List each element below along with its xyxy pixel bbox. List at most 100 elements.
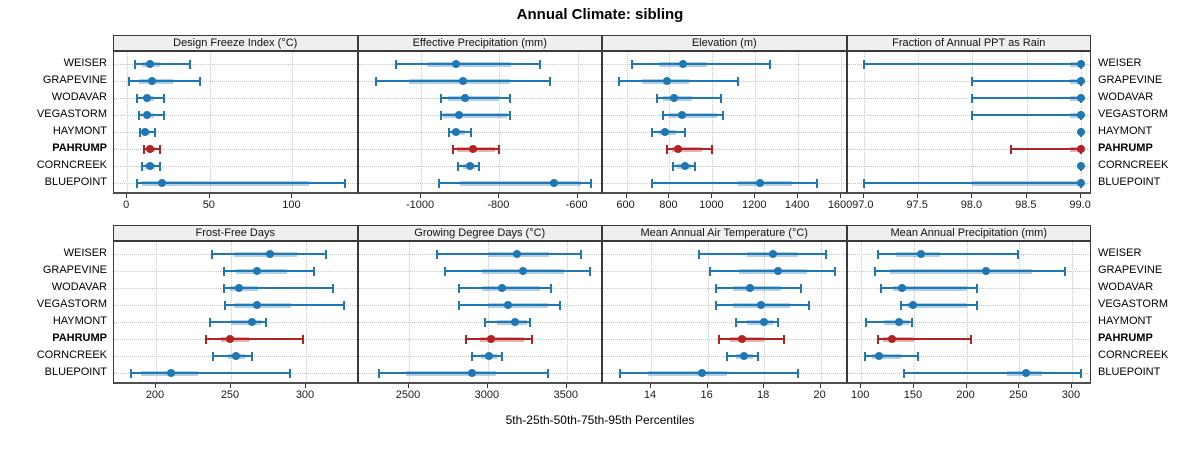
row-label-right: WODAVAR	[1098, 90, 1154, 103]
whisker-line	[465, 338, 532, 340]
row-label-left: GRAPEVINE	[42, 263, 107, 276]
panel-plot	[846, 241, 1091, 384]
whisker-cap-low	[666, 144, 669, 154]
row-label-right: CORNCREEK	[1098, 348, 1169, 361]
whisker-cap-low	[456, 161, 459, 171]
panel-header: Frost-Free Days	[113, 225, 358, 241]
tick-label: 20	[813, 389, 826, 401]
median-dot	[146, 162, 155, 170]
whisker-cap-low	[971, 76, 974, 86]
median-dot	[887, 335, 896, 343]
median-dot	[1077, 179, 1086, 187]
row-label-left: PAHRUMP	[52, 331, 107, 344]
median-dot	[141, 128, 150, 136]
row-label-right: WEISER	[1098, 246, 1142, 259]
iqr-band	[229, 285, 258, 291]
median-dot	[452, 128, 461, 136]
whisker-cap-high	[251, 351, 253, 361]
axis-tick	[291, 194, 293, 198]
grid-line-vertical	[913, 242, 915, 382]
tick-label: 150	[903, 389, 923, 401]
panel-header: Elevation (m)	[602, 35, 847, 51]
axis-tick	[126, 194, 128, 198]
whisker-cap-high	[917, 351, 920, 361]
median-dot	[487, 335, 495, 343]
whisker-cap-low	[464, 334, 467, 344]
row-label-left: HAYMONT	[52, 314, 107, 327]
whisker-cap-low	[862, 59, 865, 69]
whisker-cap-high	[1017, 249, 1020, 259]
tick-label: 98.0	[960, 199, 983, 211]
axis-tick	[650, 384, 652, 388]
axis-tick	[498, 194, 500, 198]
median-dot	[697, 369, 706, 377]
grid-line-horizontal	[358, 322, 602, 323]
whisker-cap-high	[531, 334, 534, 344]
whisker-line	[663, 114, 724, 116]
grid-line-vertical	[577, 52, 579, 192]
grid-line-horizontal	[358, 166, 602, 167]
whisker-cap-low	[864, 351, 867, 361]
iqr-band	[889, 268, 1032, 274]
median-dot	[225, 335, 234, 343]
whisker-cap-high	[559, 300, 562, 310]
whisker-cap-high	[549, 283, 552, 293]
whisker-cap-high	[154, 127, 157, 137]
median-dot	[468, 145, 477, 153]
grid-line-vertical	[712, 52, 714, 192]
tick-label: 300	[1061, 389, 1081, 401]
tick-label: 300	[295, 389, 315, 401]
iqr-band	[235, 268, 287, 274]
grid-line-horizontal	[114, 149, 357, 150]
row-label-right: PAHRUMP	[1098, 141, 1153, 154]
iqr-band	[871, 353, 902, 359]
whisker-line	[878, 338, 971, 340]
axis-tick	[965, 384, 967, 388]
whisker-cap-low	[651, 127, 654, 137]
row-label-right: GRAPEVINE	[1098, 263, 1163, 276]
whisker-cap-low	[662, 110, 665, 120]
whisker-cap-high	[498, 144, 501, 154]
whisker-cap-low	[483, 317, 486, 327]
whisker-cap-low	[971, 93, 974, 103]
axis-tick	[208, 194, 210, 198]
median-dot	[498, 284, 507, 292]
whisker-cap-high	[833, 266, 836, 276]
median-dot	[663, 77, 672, 85]
whisker-line	[135, 63, 190, 65]
tick-label: -800	[487, 199, 510, 211]
whisker-cap-high	[470, 127, 473, 137]
whisker-cap-low	[971, 110, 974, 120]
row-label-left: WODAVAR	[51, 90, 107, 103]
grid-line-horizontal	[358, 132, 602, 133]
tick-label: 200	[145, 389, 165, 401]
grid-line-vertical	[209, 52, 211, 192]
whisker-line	[137, 182, 346, 184]
whisker-cap-high	[501, 351, 504, 361]
median-dot	[458, 77, 467, 85]
whisker-cap-high	[159, 144, 162, 154]
whisker-cap-low	[458, 283, 461, 293]
row-label-right: PAHRUMP	[1098, 331, 1153, 344]
whisker-cap-high	[1080, 368, 1083, 378]
grid-line-vertical	[292, 52, 294, 192]
median-dot	[917, 250, 926, 258]
whisker-cap-low	[439, 110, 442, 120]
whisker-cap-high	[159, 161, 162, 171]
median-dot	[252, 267, 261, 275]
grid-line-horizontal	[114, 166, 357, 167]
chart-title: Annual Climate: sibling	[516, 6, 684, 23]
median-dot	[661, 128, 670, 136]
whisker-cap-high	[529, 317, 532, 327]
grid-line-vertical	[156, 242, 157, 382]
tick-label: 1200	[742, 199, 767, 211]
tick-label: 97.5	[906, 199, 928, 211]
whisker-line	[863, 63, 1082, 65]
median-dot	[252, 301, 261, 309]
grid-line-horizontal	[847, 356, 1091, 357]
whisker-line	[449, 131, 472, 133]
whisker-cap-high	[589, 266, 592, 276]
whisker-cap-high	[711, 144, 714, 154]
median-dot	[485, 352, 494, 360]
whisker-line	[863, 182, 1082, 184]
